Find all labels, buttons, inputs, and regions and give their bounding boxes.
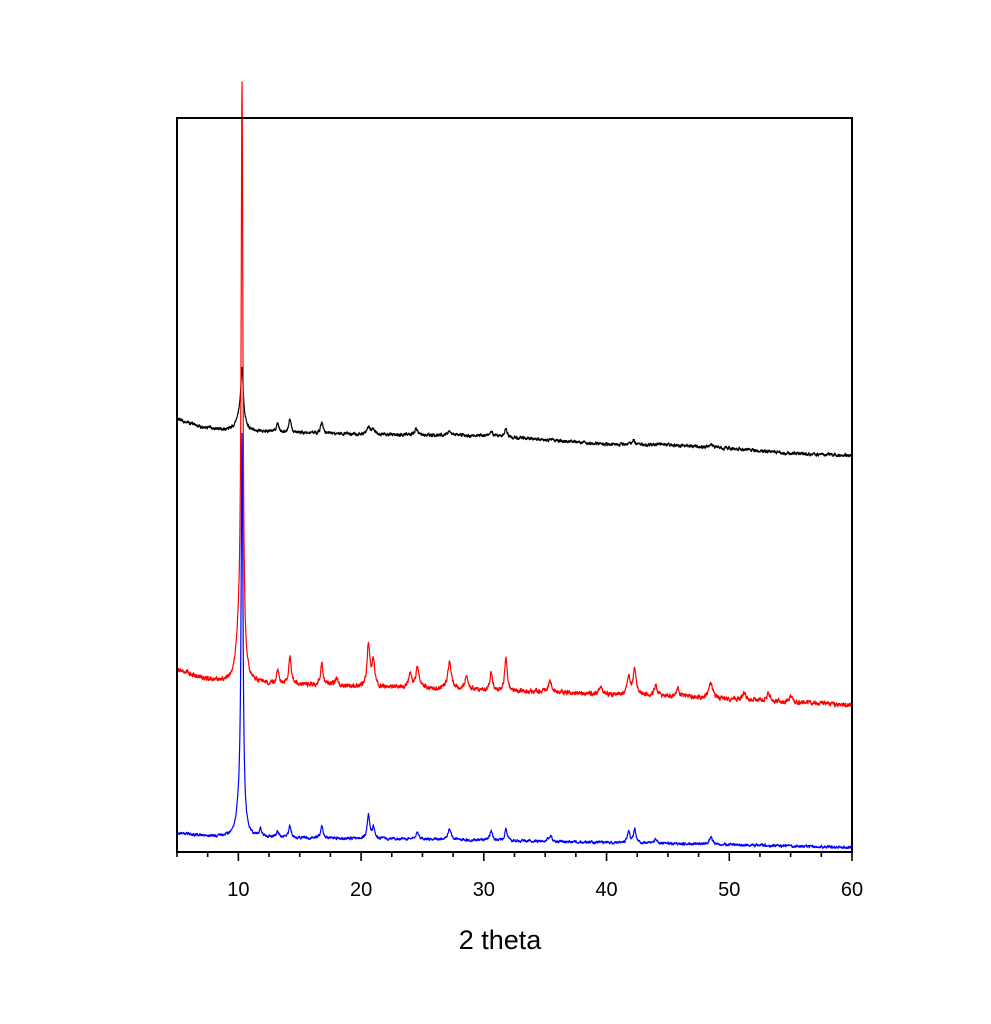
x-tick-label: 60: [841, 879, 863, 901]
series-layer: [176, 81, 853, 850]
x-axis-ticks: [176, 852, 853, 861]
x-tick-label: 30: [473, 879, 495, 901]
x-tick-label: 10: [227, 879, 249, 901]
x-tick-label: 20: [350, 879, 372, 901]
x-tick-label: 50: [718, 879, 740, 901]
series-blue-line: [176, 432, 853, 850]
x-axis-title: 2 theta: [459, 925, 543, 955]
x-tick-label: 40: [595, 879, 617, 901]
series-black-line: [176, 366, 853, 458]
x-axis-tick-labels: 10 20 30 40 50 60: [227, 879, 863, 901]
series-red-line: [176, 81, 853, 708]
